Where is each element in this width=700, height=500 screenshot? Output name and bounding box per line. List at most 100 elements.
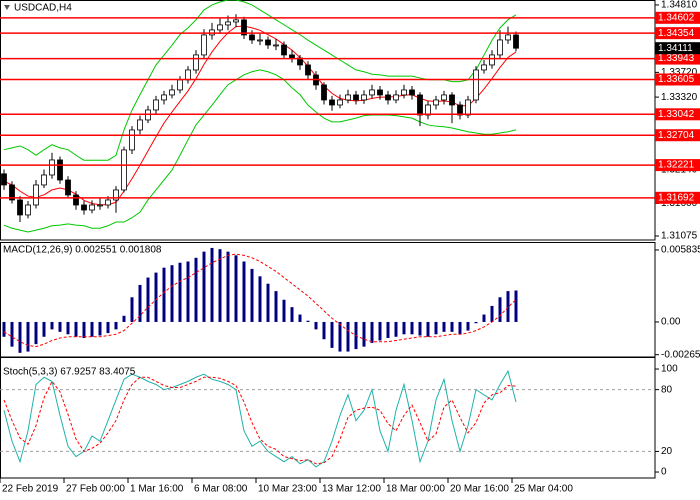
candle-body xyxy=(265,39,271,46)
y-tick-label: 0.005835 xyxy=(661,245,700,256)
histogram-bar xyxy=(386,321,390,338)
histogram-bar xyxy=(282,299,286,322)
level-label: 1.32221 xyxy=(658,160,695,171)
histogram-bar xyxy=(402,321,406,335)
histogram-bar xyxy=(10,321,14,347)
candle-body xyxy=(33,184,39,206)
candle-body xyxy=(225,21,231,26)
candle-body xyxy=(121,149,127,191)
candle-body xyxy=(25,204,31,216)
level-label: 1.33943 xyxy=(658,53,695,64)
histogram-bar xyxy=(514,290,518,322)
candle-body xyxy=(249,34,255,41)
histogram-bar xyxy=(50,321,54,330)
histogram-bar xyxy=(394,321,398,337)
level-label-box xyxy=(655,129,700,142)
histogram-bar xyxy=(474,321,478,324)
y-tick-label: 100 xyxy=(661,364,678,375)
candle-body xyxy=(345,94,351,101)
histogram-bar xyxy=(418,321,422,336)
histogram-bar xyxy=(218,249,222,322)
histogram-bar xyxy=(42,321,46,337)
histogram-bar xyxy=(434,321,438,335)
candle-body xyxy=(289,54,295,59)
histogram-bar xyxy=(98,321,102,336)
histogram-bar xyxy=(162,267,166,322)
indicator-line xyxy=(3,69,517,233)
current-price-label: 1.34111 xyxy=(658,43,693,54)
level-label: 1.34602 xyxy=(658,12,695,23)
y-tick-label: 1.31075 xyxy=(661,231,698,242)
signal-line xyxy=(3,253,517,348)
candle-body xyxy=(257,39,263,42)
histogram-bar xyxy=(498,297,502,322)
level-label-box xyxy=(655,159,700,172)
y-tick-label: -0.002653 xyxy=(661,349,700,360)
level-label-box xyxy=(655,108,700,121)
histogram-bar xyxy=(58,321,62,332)
macd-plot xyxy=(2,247,518,353)
candle-body xyxy=(337,99,343,106)
histogram-bar xyxy=(362,321,366,347)
macd-title: MACD(12,26,9) 0.002551 0.001808 xyxy=(3,245,162,256)
y-tick-label: 80 xyxy=(661,384,673,395)
level-label-box xyxy=(655,27,700,40)
candle-body xyxy=(89,204,95,211)
y-tick-label: 1.33320 xyxy=(661,92,698,103)
histogram-bar xyxy=(154,272,158,322)
candle-body xyxy=(305,64,311,76)
histogram-bar xyxy=(314,321,318,330)
histogram-bar xyxy=(458,321,462,335)
candle-body xyxy=(481,64,487,71)
y-tick-label: 20 xyxy=(661,446,673,457)
level-label-box xyxy=(655,52,700,65)
histogram-bar xyxy=(322,321,326,340)
histogram-bar xyxy=(82,321,86,338)
candle-body xyxy=(137,119,143,131)
candle-body xyxy=(321,84,327,101)
histogram-bar xyxy=(114,321,118,330)
level-label-box xyxy=(655,11,700,24)
x-tick-label: 1 Mar 16:00 xyxy=(130,484,184,495)
candle-body xyxy=(393,94,399,101)
x-tick-label: 20 Mar 16:00 xyxy=(450,484,509,495)
candle-body xyxy=(497,39,503,56)
candle-body xyxy=(441,94,447,101)
candle-body xyxy=(233,19,239,23)
histogram-bar xyxy=(226,251,230,322)
x-tick-label: 27 Feb 00:00 xyxy=(66,484,125,495)
histogram-bar xyxy=(18,321,22,353)
candle-body xyxy=(353,94,359,101)
candle-body xyxy=(465,99,471,116)
histogram-bar xyxy=(426,321,430,337)
histogram-bar xyxy=(194,257,198,322)
stoch-line xyxy=(3,369,517,468)
candle-body xyxy=(401,89,407,96)
current-price-box xyxy=(655,42,700,55)
candle-body xyxy=(433,99,439,106)
candle-body xyxy=(417,94,423,116)
histogram-bar xyxy=(66,321,70,335)
x-tick-label: 25 Mar 04:00 xyxy=(514,484,573,495)
histogram-bar xyxy=(490,305,494,322)
indicator-line xyxy=(3,25,517,206)
x-tick-label: 13 Mar 12:00 xyxy=(322,484,381,495)
candle-body xyxy=(201,34,207,56)
candle-body xyxy=(369,89,375,96)
candle-body xyxy=(185,69,191,81)
candle-body xyxy=(49,159,55,176)
histogram-bar xyxy=(130,297,134,322)
y-tick-label: 1.33720 xyxy=(661,67,698,78)
histogram-bar xyxy=(122,315,126,322)
histogram-bar xyxy=(338,321,342,352)
histogram-bar xyxy=(210,247,214,322)
candle-body xyxy=(385,94,391,101)
candle-body xyxy=(97,204,103,207)
level-label: 1.33042 xyxy=(658,109,695,120)
candle-body xyxy=(361,94,367,101)
histogram-bar xyxy=(2,321,6,337)
histogram-bar xyxy=(442,321,446,332)
stoch-line xyxy=(3,376,517,465)
level-label-box xyxy=(655,73,700,86)
